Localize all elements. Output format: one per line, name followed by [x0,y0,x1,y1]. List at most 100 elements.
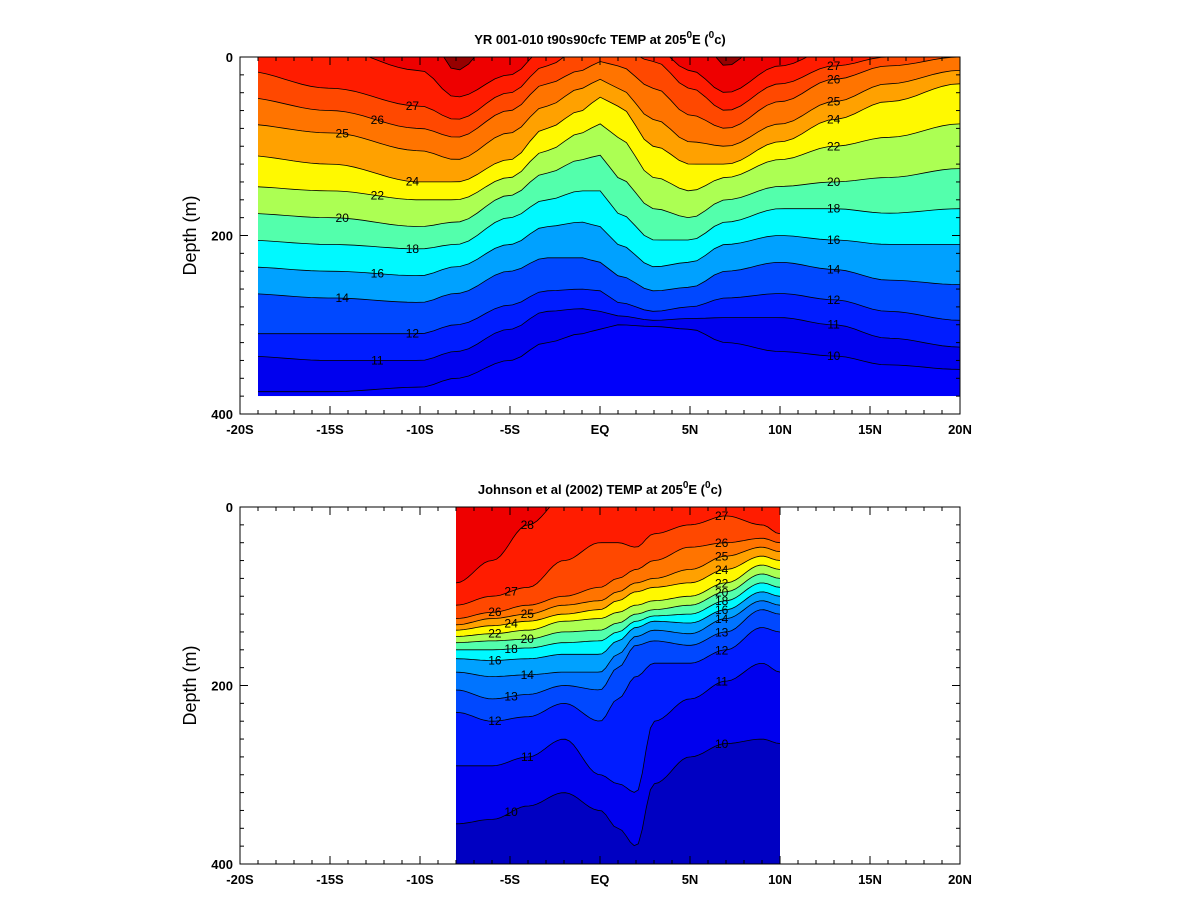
y-tick-label: 0 [226,50,233,65]
contour-label: 20 [336,211,350,225]
contour-label: 11 [827,318,840,332]
isotherm-band-28 [456,507,550,583]
contour-label: 14 [521,668,535,682]
contour-label: 16 [827,233,841,247]
contour-label: 22 [488,627,502,641]
x-tick-label: -10S [406,422,434,437]
contour-label: 18 [504,642,518,656]
isotherm-line-26 [258,57,960,138]
contour-label: 11 [371,353,384,367]
x-tick-label: 15N [858,422,882,437]
isotherm-line-28 [368,57,808,98]
contour-label: 25 [521,607,535,621]
isotherm-line-27 [456,515,780,606]
x-tick-label: -5S [500,422,521,437]
contour-label: 27 [406,99,420,113]
contour-label: 20 [827,175,841,189]
x-tick-label: 5N [682,422,699,437]
x-tick-label: -5S [500,872,521,887]
isotherm-line-10 [258,324,960,393]
contour-label: 20 [715,585,729,599]
x-tick-label: 20N [948,872,972,887]
contour-label: 18 [715,594,729,608]
contour-label: 25 [827,95,841,109]
isotherm-line-12 [258,288,960,335]
contour-label: 18 [406,242,420,256]
temperature-field: 10 11 11 12 12 14 14 16 16 18 18 20 20 22 22 24 24 25 25 26… [258,57,960,397]
isotherm-line-28 [456,507,551,584]
contour-label: 28 [521,518,535,532]
isotherm-line-16 [258,221,960,277]
y-axis-label: Depth (m) [180,645,200,725]
contour-label: 25 [715,550,729,564]
x-tick-label: -10S [406,872,434,887]
contour-label: 12 [827,293,841,307]
x-tick-label: 15N [858,872,882,887]
chart-panel-2: 1010111112121313141416161818202022222424… [180,480,972,887]
chart-title: YR 001-010 t90s90cfc TEMP at 2050E (0c) [474,30,726,47]
isotherm-band-28 [369,57,807,97]
isotherm-line-27 [258,57,897,120]
isotherm-line-18 [456,582,780,651]
isotherm-line-26 [456,537,780,619]
contour-label: 13 [715,625,729,639]
contour-label: 22 [827,139,841,153]
isotherm-line-11 [456,663,780,793]
contour-label: 24 [827,112,841,126]
contour-label: 25 [336,127,350,141]
contour-label: 10 [715,737,729,751]
y-tick-label: 200 [211,679,233,694]
isotherm-line-24 [258,83,960,183]
contour-label: 16 [371,267,385,281]
contour-label: 10 [504,805,518,819]
isotherm-line-14 [456,600,780,678]
contour-label: 18 [827,202,841,216]
contour-label: 26 [371,113,385,127]
y-tick-label: 200 [211,229,233,244]
contour-label: 10 [827,349,841,363]
x-tick-label: -20S [226,422,254,437]
contour-label: 24 [504,616,518,630]
x-tick-label: 5N [682,872,699,887]
contour-label: 24 [715,563,729,577]
contour-label: 22 [715,576,729,590]
x-tick-label: 10N [768,872,792,887]
contour-label: 13 [504,689,518,703]
contour-label: 12 [488,714,502,728]
x-tick-label: 20N [948,422,972,437]
x-tick-label: -20S [226,872,254,887]
contour-label: 11 [521,750,534,764]
contour-label: 12 [406,327,420,341]
contour-label: 27 [715,509,729,523]
y-tick-label: 0 [226,500,233,515]
contour-label: 12 [715,643,729,657]
temperature-field: 1010111112121313141416161818202022222424… [456,507,780,864]
isotherm-line-18 [258,190,960,250]
contour-label: 26 [827,72,841,86]
contour-label: 27 [504,584,518,598]
contour-label: 24 [406,175,420,189]
contour-label: 14 [336,291,350,305]
isotherm-band-27 [456,507,780,606]
contour-label: 14 [827,262,841,276]
contour-label: 14 [715,612,729,626]
x-tick-label: -15S [316,422,344,437]
isotherm-line-14 [258,257,960,303]
x-tick-label: -15S [316,872,344,887]
x-tick-label: EQ [591,422,610,437]
isotherm-line-16 [456,591,780,661]
contour-label: 16 [488,653,502,667]
contour-label: 22 [371,189,385,203]
contour-label: 26 [488,605,502,619]
isotherm-line-22 [456,564,780,637]
contour-label: 26 [715,536,729,550]
isotherm-line-24 [456,555,780,631]
chart-title: Johnson et al (2002) TEMP at 2050E (0c) [478,480,722,497]
isotherm-line-10 [456,738,780,847]
y-tick-label: 400 [211,407,233,422]
contour-label: 11 [715,675,728,689]
chart-panel-1: 10 11 11 12 12 14 14 16 16 18 18 20 20 22 22 24 24 25 25 26… [180,30,972,437]
isotherm-line-20 [258,154,960,227]
isotherm-line-20 [456,573,780,644]
